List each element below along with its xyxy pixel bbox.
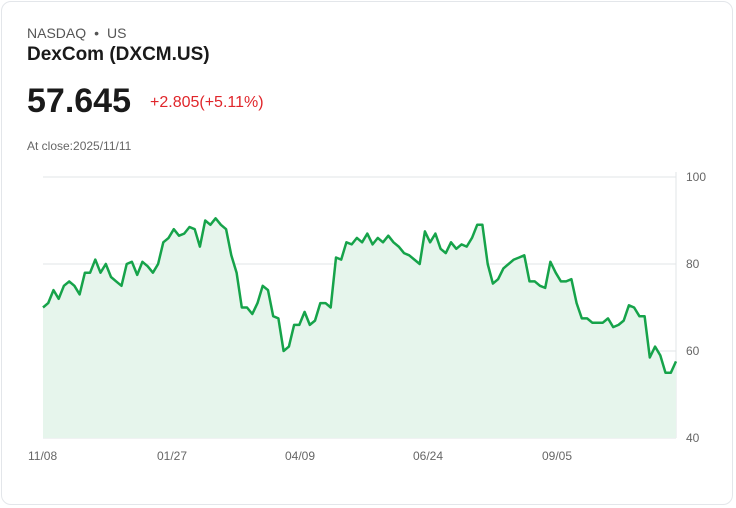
- close-time: At close:2025/11/11: [27, 139, 132, 153]
- y-tick-label: 40: [686, 431, 700, 445]
- x-tick-label: 04/09: [285, 449, 315, 463]
- area-fill: [43, 218, 676, 438]
- price: 57.645: [27, 82, 131, 120]
- x-tick-label: 06/24: [413, 449, 443, 463]
- x-tick-label: 11/08: [28, 449, 57, 463]
- exchange-line: NASDAQ • US: [27, 25, 126, 41]
- y-tick-label: 100: [686, 170, 706, 184]
- y-tick-label: 80: [686, 257, 700, 271]
- series-line: [42, 217, 678, 375]
- y-tick-label: 60: [686, 344, 700, 358]
- stock-name: DexCom (DXCM.US): [27, 44, 210, 65]
- separator: •: [94, 25, 100, 41]
- x-tick-label: 09/05: [542, 449, 572, 463]
- region: US: [107, 25, 127, 41]
- price-change: +2.805(+5.11%): [150, 94, 264, 111]
- x-tick-label: 01/27: [157, 449, 187, 463]
- exchange: NASDAQ: [27, 25, 87, 41]
